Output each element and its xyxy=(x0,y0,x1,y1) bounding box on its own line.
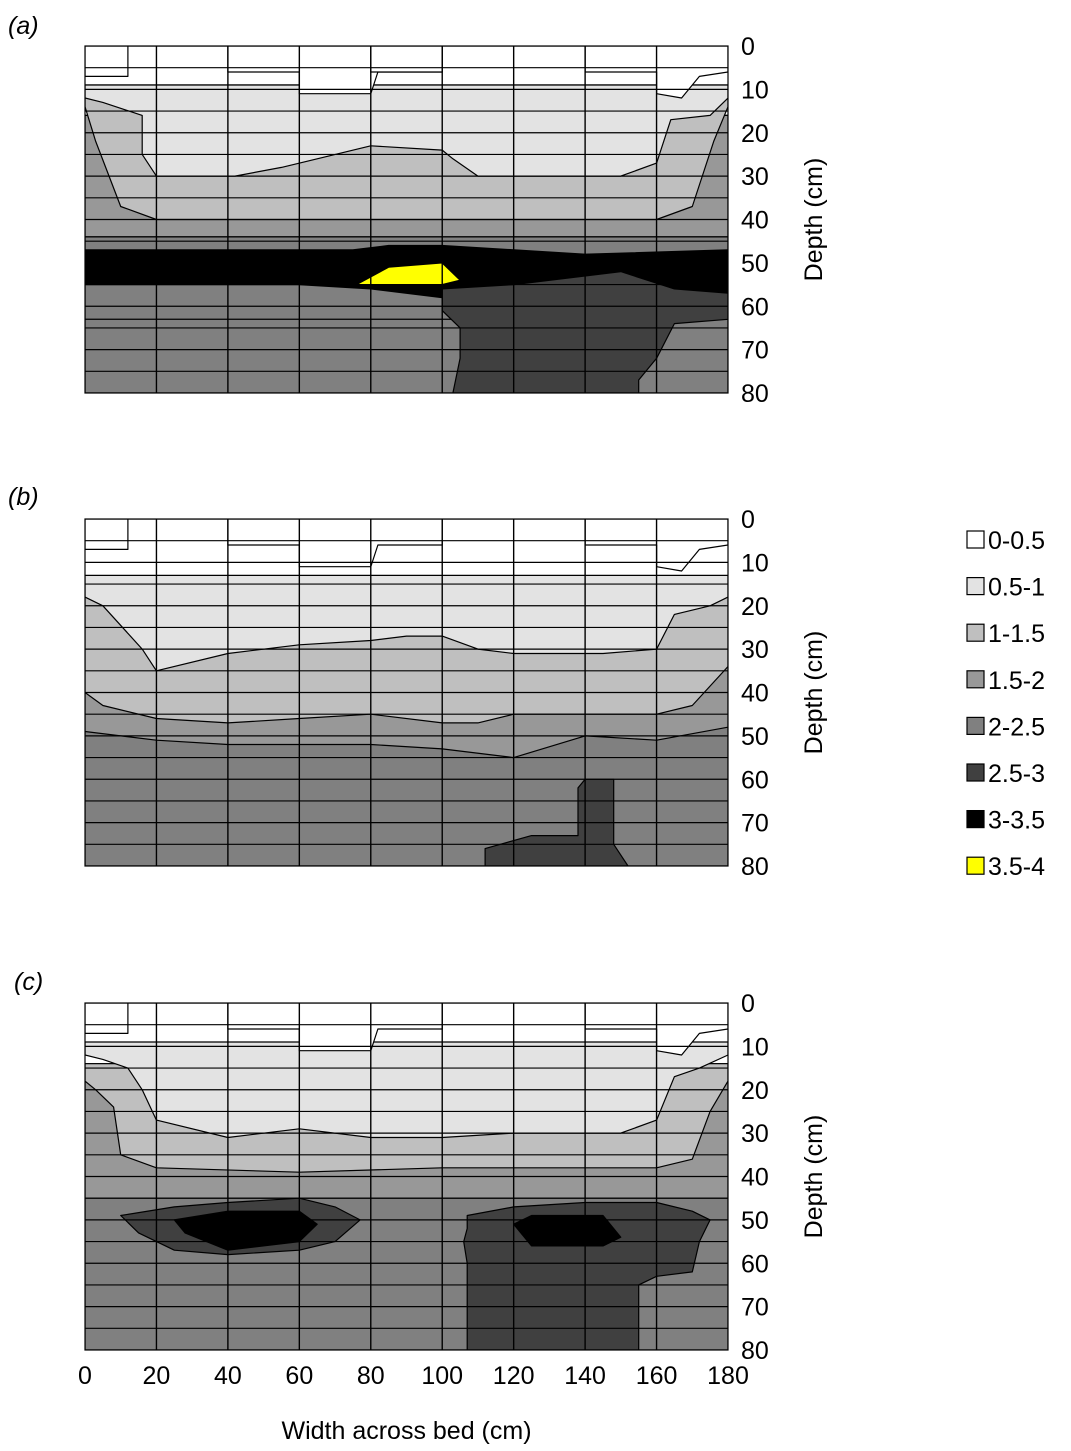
panel-label: (b) xyxy=(8,483,39,511)
plot-border xyxy=(84,518,729,867)
legend-item: 2.5-3 xyxy=(966,760,1045,788)
x-tick-label: 160 xyxy=(636,1362,678,1390)
legend-label: 2.5-3 xyxy=(988,760,1045,788)
x-tick-label: 100 xyxy=(421,1362,463,1390)
contour-region-2-5 xyxy=(85,726,728,866)
x-tick-label: 80 xyxy=(357,1362,385,1390)
y-tick-label: 80 xyxy=(741,380,769,408)
legend: 0-0.5 0.5-1 1-1.5 1.5-2 2-2.5 2.5-3 3-3.5 3.5-4 xyxy=(966,527,1045,881)
legend-label: 3-3.5 xyxy=(988,807,1045,835)
y-tick-label: 60 xyxy=(741,766,769,794)
y-tick-label: 70 xyxy=(741,337,769,365)
y-tick-label: 40 xyxy=(741,680,769,708)
legend-item: 2-2.5 xyxy=(966,713,1045,741)
legend-swatch xyxy=(966,716,985,736)
legend-item: 0-0.5 xyxy=(966,527,1045,555)
y-tick-label: 20 xyxy=(741,593,769,621)
x-tick-label: 40 xyxy=(214,1362,242,1390)
legend-item: 1.5-2 xyxy=(966,667,1045,695)
legend-swatch xyxy=(966,763,985,782)
y-axis-title: Depth (cm) xyxy=(800,631,828,755)
legend-item: 1-1.5 xyxy=(966,620,1045,648)
y-tick-label: 70 xyxy=(741,1294,769,1322)
y-tick-label: 80 xyxy=(741,853,769,881)
legend-swatch xyxy=(966,670,985,689)
contour-region-2-4 xyxy=(85,519,728,572)
y-tick-label: 50 xyxy=(741,723,769,751)
y-axis-title: Depth (cm) xyxy=(800,158,828,282)
legend-label: 1-1.5 xyxy=(988,620,1045,648)
contour-region-1-5 xyxy=(85,84,728,177)
y-tick-label: 0 xyxy=(741,506,755,534)
contour-region-3-9 xyxy=(513,1214,622,1247)
plot-border xyxy=(84,45,729,394)
contour-region-3-7 xyxy=(173,1210,318,1251)
plot-area xyxy=(85,519,728,866)
y-tick-label: 30 xyxy=(741,636,769,664)
y-tick-label: 60 xyxy=(741,1250,769,1278)
y-tick-label: 80 xyxy=(741,1337,769,1365)
y-tick-label: 30 xyxy=(741,1120,769,1148)
contour-region-3-8 xyxy=(463,1201,711,1350)
legend-swatch xyxy=(966,856,985,875)
legend-item: 3.5-4 xyxy=(966,853,1045,881)
y-tick-label: 10 xyxy=(741,1033,769,1061)
legend-item: 3-3.5 xyxy=(966,807,1045,835)
y-tick-label: 20 xyxy=(741,1077,769,1105)
y-tick-label: 10 xyxy=(741,549,769,577)
y-tick-label: 70 xyxy=(741,810,769,838)
panel-1: (a) 0 10 20 30 40 50 60 70 80 Depth (cm) xyxy=(8,12,828,408)
y-axis-title: Depth (cm) xyxy=(800,1115,828,1239)
legend-item: 0.5-1 xyxy=(966,574,1045,602)
y-tick-label: 20 xyxy=(741,120,769,148)
y-tick-label: 50 xyxy=(741,1207,769,1235)
y-tick-label: 30 xyxy=(741,163,769,191)
legend-label: 0.5-1 xyxy=(988,574,1045,602)
legend-label: 1.5-2 xyxy=(988,667,1045,695)
legend-swatch xyxy=(966,623,985,642)
panels: (a) 0 10 20 30 40 50 60 70 80 Depth (cm) (b) 0 10 20 30… xyxy=(8,12,828,1445)
y-tick-label: 50 xyxy=(741,250,769,278)
panel-label: (a) xyxy=(8,12,39,40)
y-tick-label: 60 xyxy=(741,293,769,321)
legend-label: 2-2.5 xyxy=(988,713,1045,741)
legend-swatch xyxy=(966,576,985,596)
x-tick-label: 60 xyxy=(285,1362,313,1390)
x-tick-label: 120 xyxy=(493,1362,535,1390)
legend-label: 3.5-4 xyxy=(988,853,1045,881)
y-tick-label: 40 xyxy=(741,1164,769,1192)
legend-label: 0-0.5 xyxy=(988,527,1045,555)
plot-area xyxy=(85,1003,728,1350)
panel-2: (b) 0 10 20 30 40 50 60 70 80 Depth (cm) xyxy=(8,483,828,881)
y-tick-label: 40 xyxy=(741,207,769,235)
y-tick-label: 0 xyxy=(741,990,755,1018)
x-axis-title: Width across bed (cm) xyxy=(281,1417,531,1445)
legend-swatch xyxy=(966,809,985,829)
plot-border xyxy=(84,1002,729,1351)
y-tick-label: 10 xyxy=(741,76,769,104)
plot-area xyxy=(85,46,728,393)
x-tick-label: 20 xyxy=(143,1362,171,1390)
panel-label: (c) xyxy=(14,968,43,996)
legend-swatch xyxy=(966,530,985,549)
x-tick-label: 0 xyxy=(78,1362,92,1390)
x-tick-label: 140 xyxy=(564,1362,606,1390)
x-tick-label: 180 xyxy=(707,1362,749,1390)
y-tick-label: 0 xyxy=(741,33,755,61)
